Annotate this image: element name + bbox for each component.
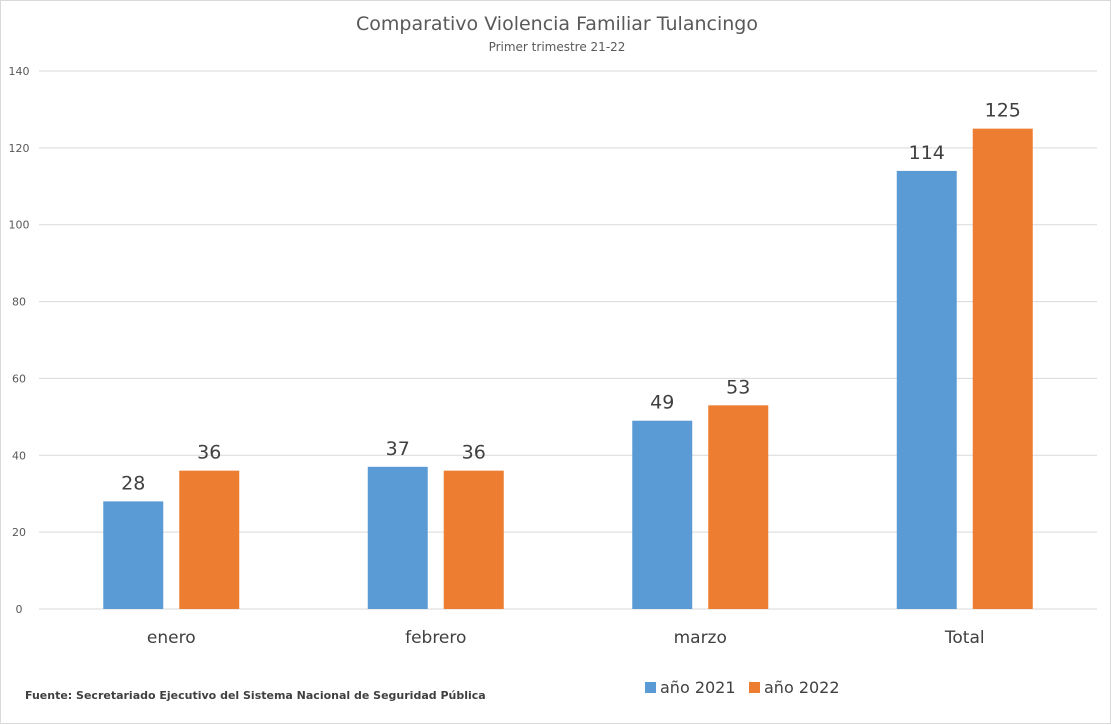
data-label: 114 [909,142,945,164]
chart-subtitle: Primer trimestre 21-22 [489,40,626,54]
y-tick-label: 120 [9,142,30,155]
y-tick-label: 80 [12,296,26,309]
x-tick-label: Total [944,628,985,648]
bars [103,128,1033,609]
x-tick-label: enero [147,628,196,648]
y-tick-label: 40 [12,449,26,462]
bar [896,170,957,609]
x-axis-ticks: enero febrero marzo Total [147,628,985,648]
bar [972,128,1033,609]
legend-swatch [645,682,656,693]
data-label: 53 [726,376,750,398]
legend-label: año 2022 [764,678,840,697]
data-label: 125 [985,100,1021,122]
source-note: Fuente: Secretariado Ejecutivo del Siste… [25,689,486,702]
bar [632,420,693,609]
y-tick-label: 60 [12,372,26,385]
y-tick-label: 100 [9,219,30,232]
bar [179,470,240,609]
bar [367,466,428,609]
y-tick-label: 0 [16,603,23,616]
data-label: 36 [462,442,486,464]
x-tick-label: febrero [405,628,466,648]
legend: año 2021 año 2022 [645,678,840,697]
y-tick-label: 20 [12,526,26,539]
data-label: 49 [650,392,674,414]
legend-label: año 2021 [660,678,736,697]
bar [443,470,504,609]
legend-swatch [749,682,760,693]
bar [103,501,164,609]
chart-title: Comparativo Violencia Familiar Tulancing… [356,13,758,35]
bar [708,405,769,609]
data-label: 28 [121,472,145,494]
y-axis-ticks: 0 20 40 60 80 100 120 140 [9,65,30,616]
y-tick-label: 140 [9,65,30,78]
x-tick-label: marzo [674,628,727,648]
data-label: 36 [197,442,221,464]
data-labels: 28 36 37 36 49 53 114 125 [121,100,1021,495]
data-label: 37 [386,438,410,460]
